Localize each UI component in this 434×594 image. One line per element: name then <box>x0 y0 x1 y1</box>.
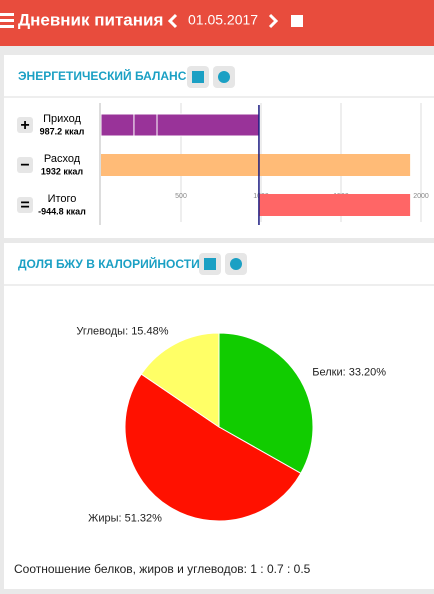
bar-segment <box>156 113 260 137</box>
row-label: Расход <box>44 153 81 165</box>
slice-label: Углеводы: 15.48% <box>76 325 168 337</box>
sign-box <box>17 117 33 133</box>
sign-icon: + <box>20 117 29 134</box>
calendar-icon <box>192 71 204 83</box>
sign-box <box>17 197 33 213</box>
x-tick-label: 2000 <box>413 193 429 200</box>
pie-slice <box>218 332 314 474</box>
row-label: Итого <box>48 193 77 205</box>
date: 01.05.2017 <box>188 12 258 28</box>
help-icon <box>218 71 230 83</box>
row-label: Приход <box>43 113 81 125</box>
slice-label: Жиры: 51.32% <box>88 513 162 525</box>
next-day[interactable] <box>268 13 279 29</box>
slice-label: Белки: 33.20% <box>312 367 386 379</box>
help-icon <box>230 258 242 270</box>
row-value: -944.8 ккал <box>38 206 86 216</box>
bar-segment <box>100 113 135 137</box>
bar <box>101 154 411 176</box>
ratio-text: Соотношение белков, жиров и углеводов: 1… <box>14 562 311 576</box>
card-title: ДОЛЯ БЖУ В КАЛОРИЙНОСТИ <box>18 256 200 271</box>
pie-slice <box>140 332 220 428</box>
x-tick-label: 500 <box>175 193 187 200</box>
header-bar <box>0 0 434 46</box>
row-value: 987.2 ккал <box>40 126 85 136</box>
sign-box <box>17 157 33 173</box>
bar-segment <box>133 113 158 137</box>
bar <box>258 194 411 216</box>
app-title: Дневник питания <box>18 10 163 29</box>
pie-slice <box>124 373 302 522</box>
calendar-icon[interactable] <box>291 15 303 27</box>
menu-icon[interactable] <box>0 13 14 28</box>
calendar-icon <box>204 258 216 270</box>
prev-day[interactable] <box>167 13 178 29</box>
sign-icon: = <box>20 197 29 214</box>
row-value: 1932 ккал <box>41 166 84 176</box>
card-title: ЭНЕРГЕТИЧЕСКИЙ БАЛАНС <box>18 68 187 83</box>
sign-icon: − <box>20 157 29 174</box>
